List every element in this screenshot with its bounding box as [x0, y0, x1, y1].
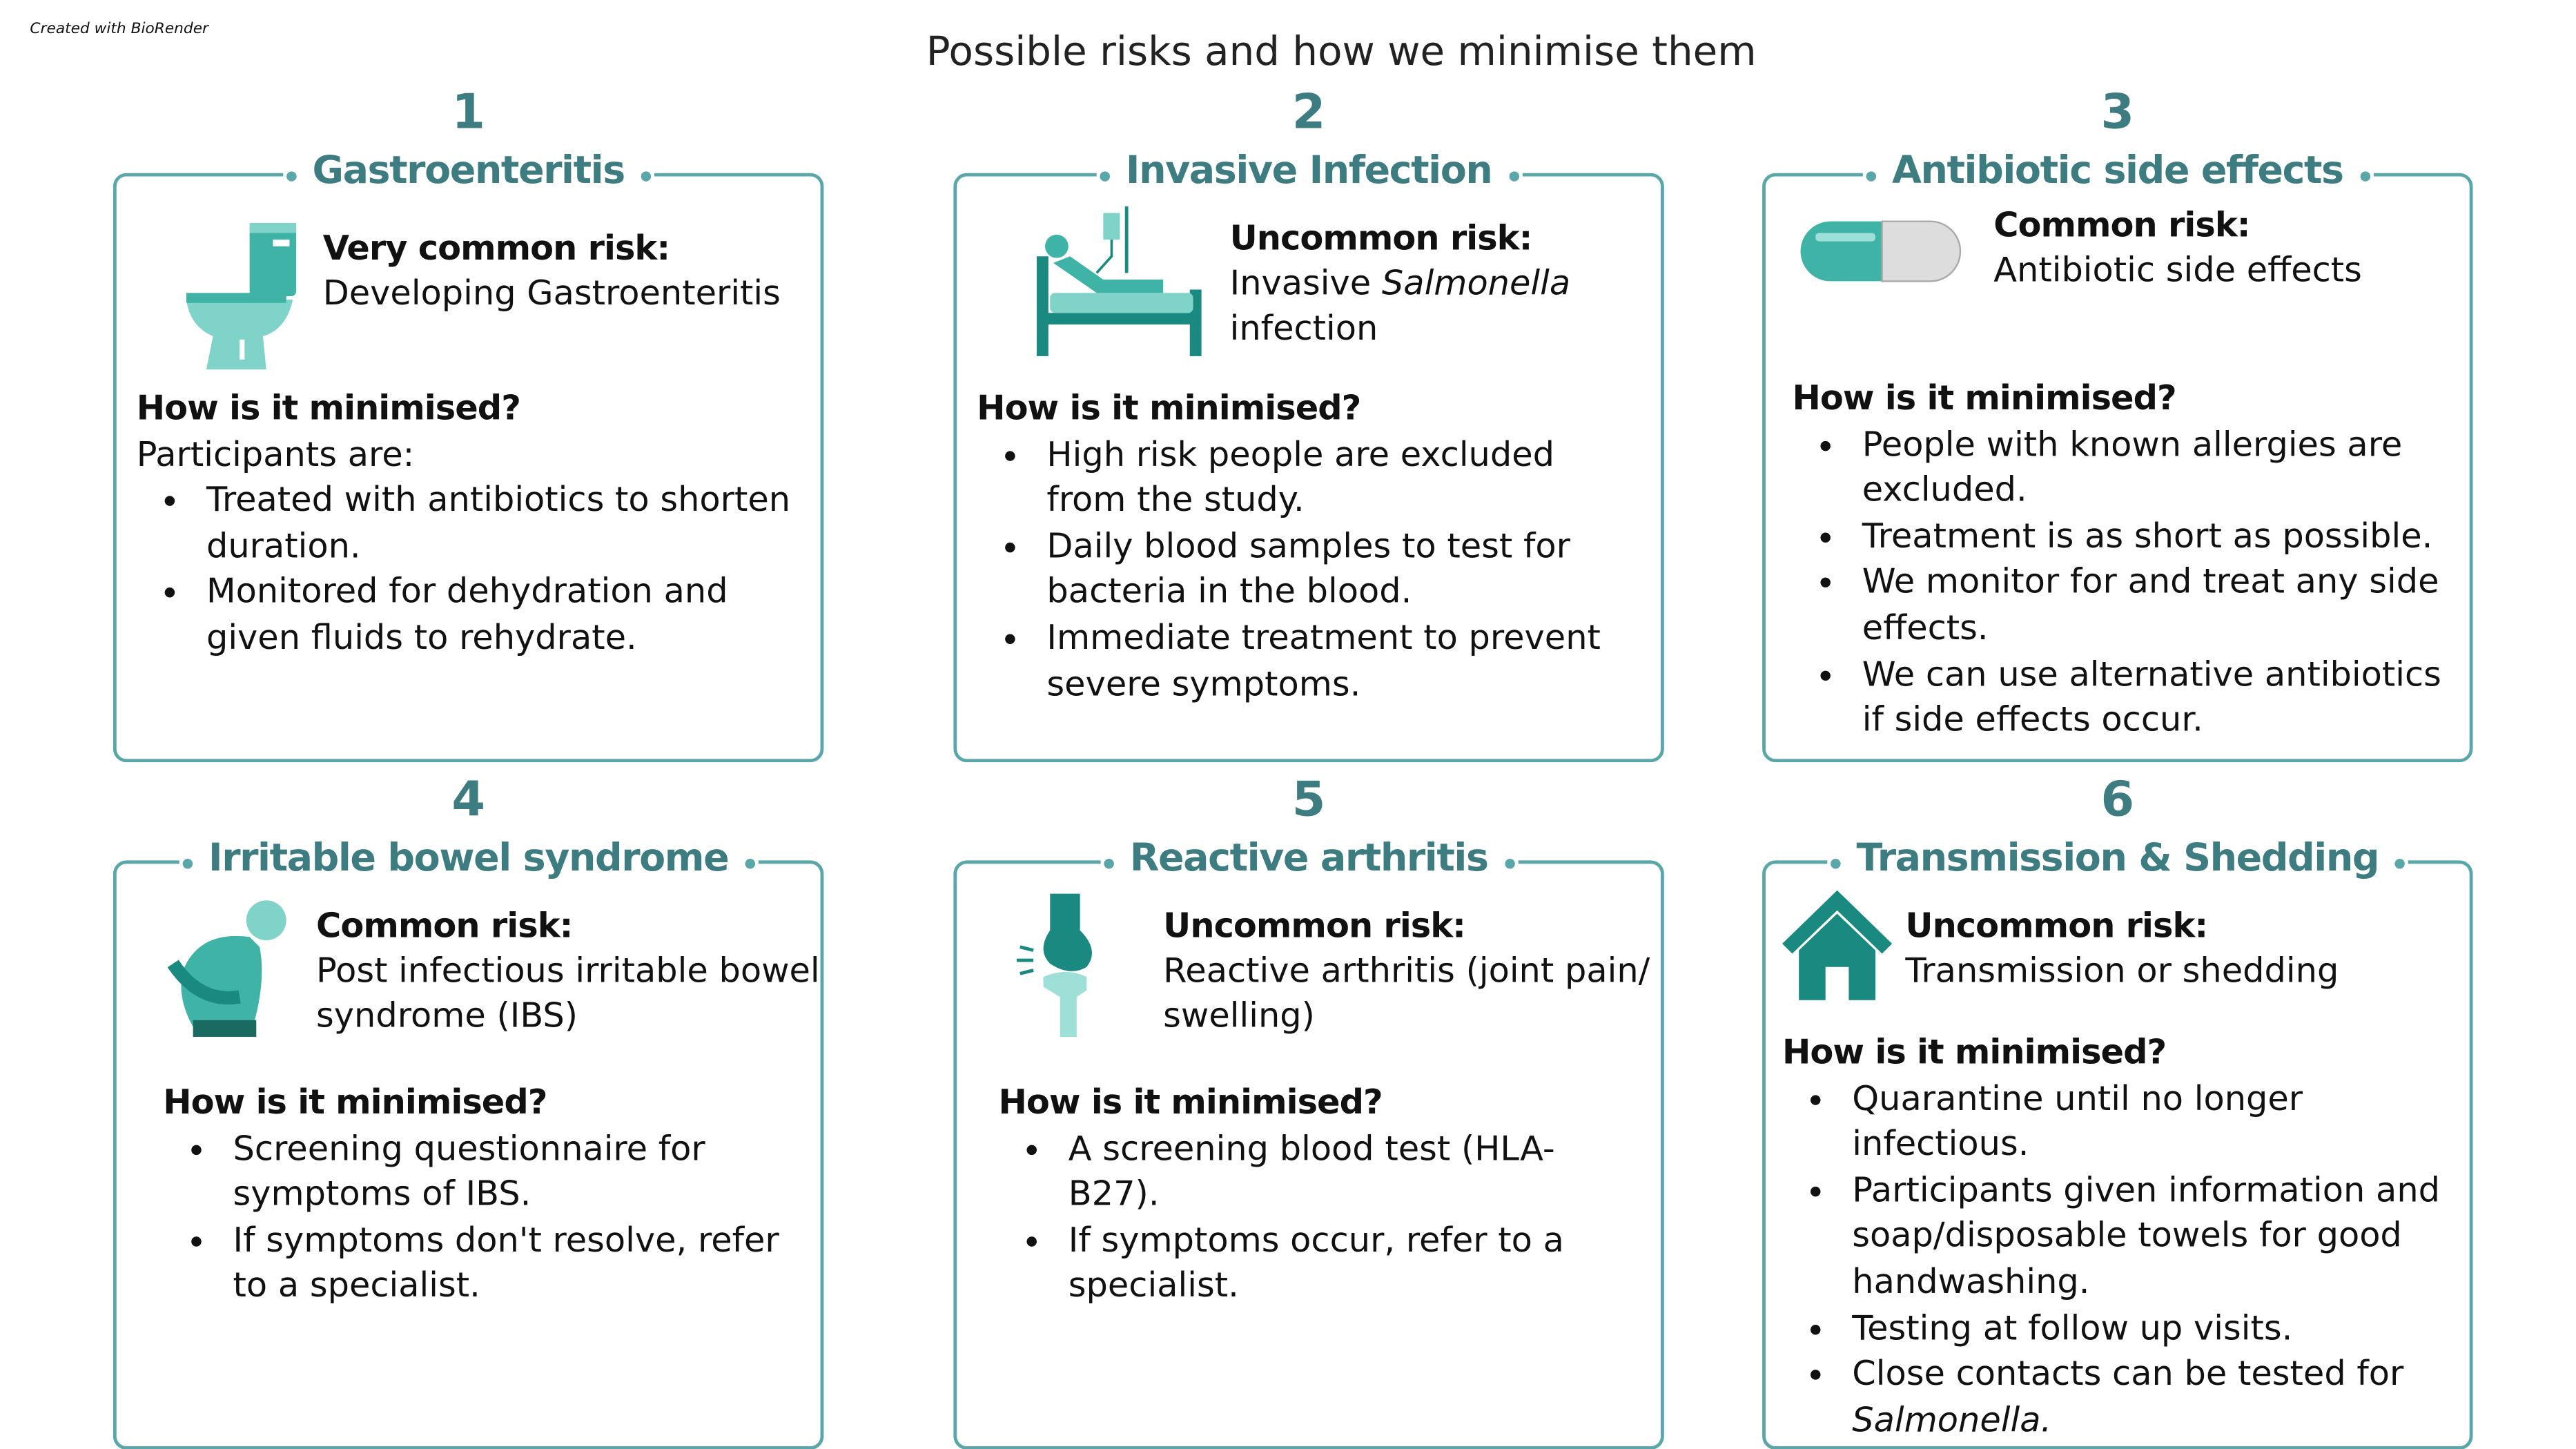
card-heading: Irritable bowel syndrome — [178, 837, 759, 881]
text-part: Close contacts can be tested for — [1852, 1353, 2404, 1394]
bullet-list: Quarantine until no longer infectious.Pa… — [1782, 1076, 2450, 1443]
risk-card: Common risk: Antibiotic side effects How … — [1762, 84, 2473, 763]
risk-text: Transmission or shedding — [1905, 951, 2339, 991]
risk-card: Uncommon risk: Transmission or shedding H… — [1762, 770, 2473, 1449]
risk-text: Reactive arthritis (joint pain/ swelling… — [1163, 951, 1650, 1035]
minimise-heading: How is it minimised? — [977, 387, 1361, 428]
minimise-heading: How is it minimised? — [1782, 1031, 2167, 1072]
card-number: 4 — [451, 770, 485, 828]
risk-text: Post infectious irritable bowel syndrome… — [316, 951, 820, 1035]
bullet-list: High risk people are excluded from the s… — [977, 432, 1641, 708]
risk-label: Common risk: — [1993, 204, 2250, 245]
card-heading: Reactive arthritis — [1100, 837, 1518, 881]
risk-text: Invasive Salmonella infection — [1230, 263, 1571, 348]
title: Possible risks and how we minimise them — [926, 28, 1757, 75]
minimise-block: How is it minimised?People with known al… — [1792, 376, 2449, 743]
risk-card: Common risk: Post infectious irritable bo… — [113, 770, 824, 1449]
card-number: 3 — [2100, 83, 2135, 140]
bullet: Close contacts can be tested for Salmone… — [1842, 1352, 2450, 1443]
risk-text: Antibiotic side effects — [1993, 250, 2362, 290]
bullet: Daily blood samples to test for bacteria… — [1037, 524, 1641, 616]
risk-block: Uncommon risk: Transmission or shedding — [1905, 904, 2339, 993]
bullet: If symptoms don't resolve, refer to a sp… — [223, 1218, 801, 1310]
minimise-block: How is it minimised?High risk people are… — [977, 386, 1641, 708]
bullet: Participants given information and soap/… — [1842, 1168, 2450, 1306]
house-icon — [1782, 890, 1893, 1000]
bullet: People with known allergies are excluded… — [1852, 422, 2449, 514]
bullet: Testing at follow up visits. — [1842, 1305, 2450, 1352]
bullet: Quarantine until no longer infectious. — [1842, 1076, 2450, 1168]
bullet-list: Screening questionnaire for symptoms of … — [163, 1126, 800, 1310]
risk-card: Uncommon risk: Invasive Salmonella infect… — [953, 84, 1664, 763]
minimise-block: How is it minimised?A screening blood te… — [999, 1080, 1641, 1310]
bullet: If symptoms occur, refer to a specialist… — [1058, 1218, 1641, 1310]
intro: Participants are: — [136, 434, 415, 474]
bullet: We can use alternative antibiotics if si… — [1852, 652, 2449, 743]
risk-label: Very common risk: — [322, 228, 670, 269]
minimise-block: How is it minimised?Quarantine until no … — [1782, 1030, 2450, 1443]
card-heading: Gastroenteritis — [282, 149, 655, 193]
risk-block: Very common risk: Developing Gastroenteri… — [323, 226, 781, 316]
risk-label: Uncommon risk: — [1163, 905, 1466, 946]
risk-block: Common risk: Antibiotic side effects — [1993, 203, 2362, 293]
text-part: Antibiotic side effects — [1993, 249, 2362, 290]
card-heading: Invasive Infection — [1095, 149, 1522, 193]
bullet-list: Treated with antibiotics to shorten dura… — [137, 478, 801, 661]
card-number: 1 — [451, 83, 485, 140]
bullet: A screening blood test (HLA-B27). — [1058, 1126, 1641, 1218]
card-heading: Transmission & Shedding — [1826, 837, 2409, 881]
bullet: We monitor for and treat any side effect… — [1852, 560, 2449, 652]
italic-part: Salmonella — [1381, 262, 1571, 303]
credit: Created with BioRender — [30, 21, 208, 39]
bullet: Screening questionnaire for symptoms of … — [223, 1126, 801, 1218]
risk-label: Common risk: — [316, 905, 573, 946]
risk-text: Developing Gastroenteritis — [323, 273, 781, 313]
risk-block: Uncommon risk: Reactive arthritis (joint … — [1163, 904, 1661, 1038]
hospital-bed-icon — [1036, 206, 1202, 356]
minimise-heading: How is it minimised? — [998, 1082, 1383, 1122]
knee-icon — [1017, 893, 1092, 1037]
minimise-block: How is it minimised? Participants are:Tre… — [137, 386, 801, 661]
bullet-list: A screening blood test (HLA-B27).If symp… — [999, 1126, 1641, 1310]
card-number: 5 — [1291, 770, 1326, 828]
text-part: infection — [1229, 308, 1378, 348]
risk-card: Very common risk: Developing Gastroenteri… — [113, 84, 824, 763]
bullet: Monitored for dehydration and given flui… — [196, 570, 800, 661]
bullet: Immediate treatment to prevent severe sy… — [1037, 616, 1641, 708]
minimise-heading: How is it minimised? — [163, 1082, 547, 1122]
bullet: Treated with antibiotics to shorten dura… — [196, 478, 800, 570]
risk-card: Uncommon risk: Reactive arthritis (joint … — [953, 770, 1664, 1449]
text-part: Developing Gastroenteritis — [322, 273, 781, 313]
minimise-block: How is it minimised?Screening questionna… — [163, 1080, 800, 1310]
risk-block: Common risk: Post infectious irritable bo… — [316, 904, 820, 1038]
text-part: Invasive — [1229, 262, 1382, 303]
stomach-pain-icon — [167, 900, 286, 1037]
italic-part: Salmonella. — [1852, 1399, 2052, 1439]
risk-label: Uncommon risk: — [1229, 217, 1533, 258]
text-part: Post infectious irritable bowel syndrome… — [316, 950, 820, 1035]
card-number: 2 — [1291, 83, 1326, 140]
minimise-heading: How is it minimised? — [136, 387, 521, 428]
risk-block: Uncommon risk: Invasive Salmonella infect… — [1230, 216, 1661, 351]
card-number: 6 — [2100, 770, 2135, 828]
card-heading: Antibiotic side effects — [1862, 149, 2374, 193]
toilet-icon — [186, 223, 297, 370]
pill-icon — [1800, 220, 1962, 282]
bullet: Treatment is as short as possible. — [1852, 514, 2449, 560]
bullet-list: People with known allergies are excluded… — [1792, 422, 2449, 743]
minimise-heading: How is it minimised? — [1792, 378, 2176, 418]
bullet: High risk people are excluded from the s… — [1037, 432, 1641, 524]
risk-label: Uncommon risk: — [1905, 905, 2208, 946]
text-part: Transmission or shedding — [1905, 950, 2339, 991]
text-part: Reactive arthritis (joint pain/ swelling… — [1163, 950, 1650, 1035]
